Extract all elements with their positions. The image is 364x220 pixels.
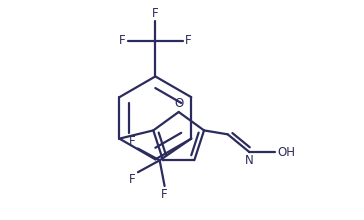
- Text: F: F: [161, 188, 168, 201]
- Text: F: F: [152, 7, 159, 20]
- Text: OH: OH: [277, 146, 295, 159]
- Text: F: F: [129, 134, 136, 148]
- Text: F: F: [129, 173, 136, 186]
- Text: F: F: [119, 34, 126, 47]
- Text: N: N: [245, 154, 254, 167]
- Text: O: O: [174, 97, 183, 110]
- Text: F: F: [185, 34, 191, 47]
